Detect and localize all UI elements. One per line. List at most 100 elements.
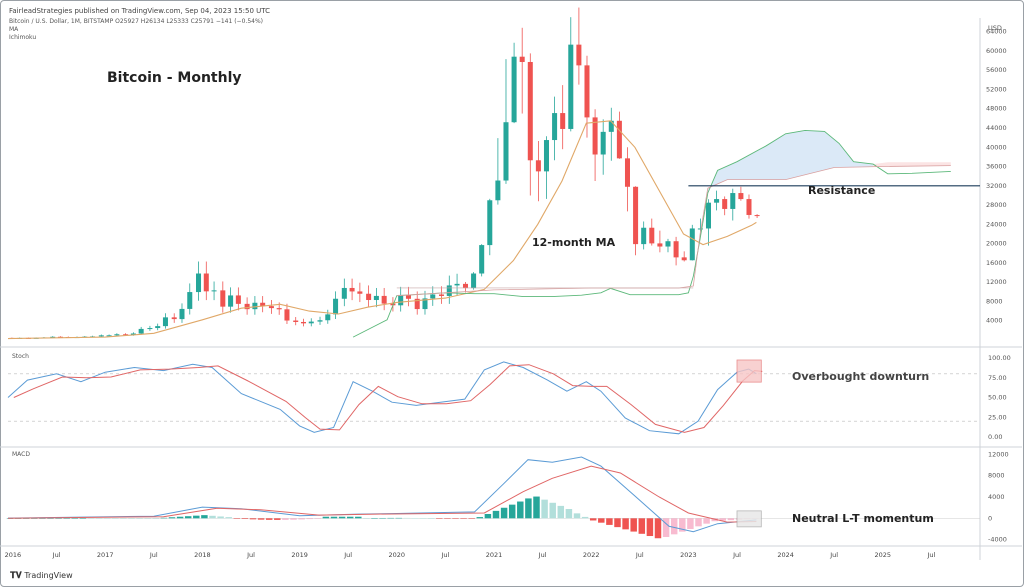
candle-body: [543, 140, 549, 172]
macd-histogram-bar: [120, 518, 127, 519]
price-tick-label: 44000: [986, 124, 1007, 132]
macd-histogram-bar: [573, 513, 581, 519]
macd-histogram-bar: [606, 518, 613, 525]
candle-body: [422, 298, 428, 310]
macd-histogram-bar: [630, 518, 637, 532]
macd-histogram-bar: [346, 516, 354, 519]
candle-body: [495, 180, 501, 201]
macd-histogram-bar: [322, 516, 330, 519]
macd-histogram-bar: [670, 518, 678, 535]
macd-histogram-bar: [363, 518, 370, 519]
candle: [705, 199, 711, 246]
macd-histogram-bar: [654, 518, 662, 539]
candle-body: [268, 306, 274, 309]
x-tick-label: Jul: [440, 551, 449, 559]
candle: [746, 194, 752, 219]
ichimoku-cloud-fill: [700, 130, 874, 234]
candle-body: [439, 294, 445, 296]
candle-body: [454, 283, 460, 286]
price-tick-label: 20000: [986, 240, 1007, 248]
macd-histogram-bar: [598, 518, 605, 523]
candle: [268, 300, 274, 314]
macd-histogram-bar: [47, 518, 54, 519]
candle-body: [527, 61, 533, 161]
macd-histogram-bar: [687, 518, 694, 529]
candle-body: [462, 283, 468, 289]
candle-body: [568, 44, 574, 129]
x-tick-label: Jul: [732, 551, 741, 559]
macd-histogram-bar: [638, 518, 646, 534]
candle: [641, 221, 647, 250]
candle: [576, 7, 582, 85]
candle: [228, 287, 234, 313]
x-tick-label: 2022: [583, 551, 600, 559]
candle: [147, 325, 153, 331]
macd-histogram-bar: [379, 517, 386, 519]
macd-histogram-bar: [217, 516, 224, 519]
candle-body: [479, 245, 485, 274]
candle-body: [98, 335, 104, 337]
stoch-d-line: [13, 364, 763, 433]
candle: [300, 318, 306, 327]
x-tick-label: Jul: [52, 551, 61, 559]
candle-body: [179, 308, 185, 320]
x-tick-label: Jul: [538, 551, 547, 559]
stoch-tick-label: 0.00: [988, 433, 1002, 441]
macd-histogram-bar: [31, 518, 38, 519]
price-tick-label: 64000: [986, 28, 1007, 36]
candle: [568, 17, 574, 132]
candle-body: [503, 122, 509, 181]
macd-histogram-bar: [160, 517, 168, 519]
candle: [592, 109, 598, 181]
macd-histogram-bar: [233, 518, 241, 519]
candle: [414, 291, 420, 315]
candle-body: [114, 334, 120, 336]
price-tick-label: 8000: [986, 297, 1003, 305]
macd-histogram-bar: [476, 517, 484, 519]
macd-histogram-bar: [517, 501, 524, 519]
candle: [405, 286, 411, 307]
candle: [722, 196, 728, 216]
candle-body: [333, 298, 339, 315]
candle-body: [235, 295, 241, 304]
macd-histogram-bar: [355, 516, 362, 519]
macd-histogram-bar: [168, 517, 176, 519]
candle-body: [155, 326, 161, 329]
candle: [439, 286, 445, 304]
candle-body: [260, 302, 266, 307]
candle: [293, 317, 299, 326]
ichimoku-cloud-fill-bear: [873, 162, 951, 167]
macd-histogram-bar: [79, 518, 87, 519]
candle-body: [341, 287, 347, 299]
macd-histogram-bar: [719, 518, 727, 521]
candle-body: [624, 158, 630, 187]
price-tick-label: 36000: [986, 163, 1007, 171]
macd-histogram-bar: [144, 518, 151, 519]
macd-histogram-bar: [614, 518, 621, 528]
candle-body: [405, 294, 411, 299]
brand-text: TradingView: [24, 571, 73, 580]
macd-histogram-bar: [225, 517, 232, 519]
price-tick-label: 48000: [986, 105, 1007, 113]
candle-body: [252, 302, 258, 310]
candle-body: [738, 193, 744, 200]
macd-histogram-bar: [152, 518, 160, 519]
chart-title: Bitcoin - Monthly: [107, 70, 242, 86]
macd-histogram-bar: [330, 516, 338, 519]
candle: [325, 309, 331, 324]
macd-signal-line: [7, 465, 757, 523]
candle-body: [560, 113, 566, 129]
macd-histogram-bar: [338, 516, 346, 519]
published-line: FairleadStrategies published on TradingV…: [9, 7, 271, 15]
macd-histogram-bar: [39, 518, 46, 519]
candle-body: [673, 241, 679, 258]
candle-body: [649, 227, 655, 244]
candle: [738, 186, 744, 201]
candle: [519, 27, 525, 114]
candle: [138, 326, 144, 335]
candle-body: [511, 56, 517, 123]
macd-tick-label: -4000: [988, 536, 1007, 544]
candle-body: [123, 334, 129, 336]
macd-histogram-bar: [711, 518, 718, 522]
macd-histogram-bar: [193, 515, 200, 519]
